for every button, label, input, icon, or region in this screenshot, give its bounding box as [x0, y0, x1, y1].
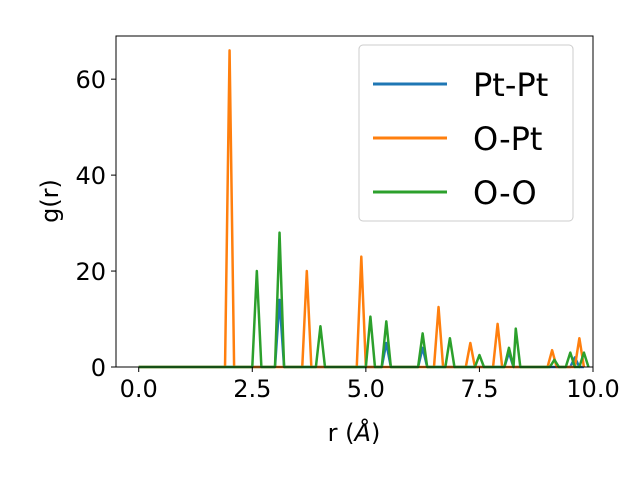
y-axis-label: g(r)	[36, 179, 64, 223]
y-tick-label: 20	[75, 258, 106, 286]
plot-frame	[115, 35, 594, 368]
x-tick-label: 5.0	[347, 375, 385, 403]
legend-label-o-o: O-O	[473, 174, 537, 212]
legend-frame	[358, 44, 574, 222]
x-tick-label: 10.0	[566, 375, 619, 403]
x-tick-label: 0.0	[120, 375, 158, 403]
y-tick-label: 60	[75, 66, 106, 94]
legend-label-o-pt: O-Pt	[473, 120, 542, 158]
legend-label-pt-pt: Pt-Pt	[473, 66, 548, 104]
x-axis: 0.0 2.5 5.0 7.5 10.0	[120, 367, 620, 403]
x-tick-label: 7.5	[460, 375, 498, 403]
x-tick-label: 2.5	[233, 375, 271, 403]
y-axis: 0 20 40 60	[75, 66, 116, 382]
y-tick-label: 40	[75, 162, 106, 190]
y-tick-label: 0	[91, 354, 106, 382]
legend: Pt-Pt O-Pt O-O	[358, 44, 574, 222]
x-axis-label: r (Å)	[328, 418, 381, 447]
